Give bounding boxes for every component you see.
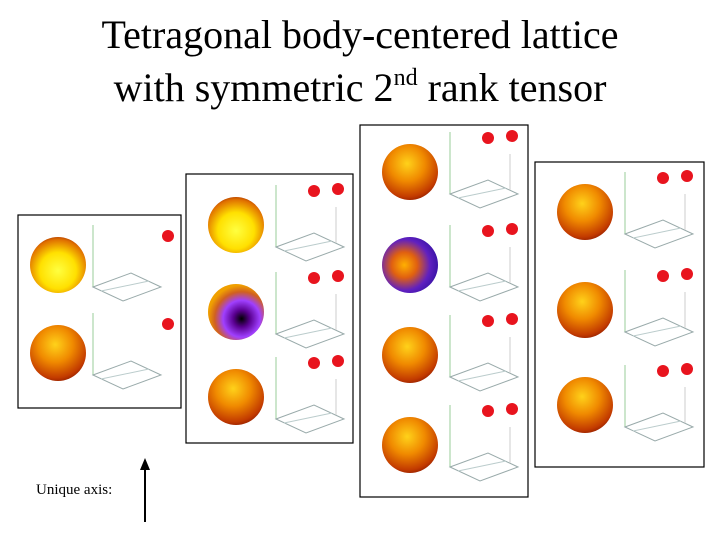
axis-line	[457, 187, 507, 199]
tensor-sphere	[30, 325, 86, 381]
tensor-sphere	[208, 369, 264, 425]
lattice-atom	[657, 270, 669, 282]
lattice-atom	[332, 270, 344, 282]
axis-line	[632, 325, 682, 337]
axis-line	[283, 327, 333, 339]
lattice-plane	[623, 219, 695, 249]
lattice-atom	[506, 403, 518, 415]
lattice-atom	[482, 225, 494, 237]
axis-line	[632, 227, 682, 239]
tensor-sphere	[382, 417, 438, 473]
lattice-atom	[482, 132, 494, 144]
lattice-plane	[448, 179, 520, 209]
title-part: rank tensor	[418, 65, 607, 110]
tensor-sphere	[557, 282, 613, 338]
lattice-atom	[308, 357, 320, 369]
lattice-atom	[681, 363, 693, 375]
title-line: Tetragonal body-centered lattice	[102, 12, 619, 57]
tensor-sphere	[208, 197, 264, 253]
lattice-atom	[657, 172, 669, 184]
lattice-plane	[623, 317, 695, 347]
panels	[17, 124, 705, 498]
axis-line	[457, 280, 507, 292]
lattice-plane	[274, 232, 346, 262]
tensor-sphere	[30, 237, 86, 293]
lattice-plane	[448, 272, 520, 302]
arrow-head	[140, 458, 150, 470]
superscript: nd	[394, 65, 418, 91]
lattice-plane	[448, 452, 520, 482]
lattice-atom	[332, 183, 344, 195]
lattice-atom	[482, 315, 494, 327]
title-line: with symmetric 2nd rank tensor	[114, 65, 607, 110]
lattice-atom	[506, 130, 518, 142]
lattice-atom	[162, 318, 174, 330]
lattice-plane	[274, 404, 346, 434]
axis-line	[283, 240, 333, 252]
axis-line	[457, 370, 507, 382]
lattice-plane	[274, 319, 346, 349]
lattice-plane	[448, 362, 520, 392]
lattice-atom	[681, 268, 693, 280]
axis-line	[457, 460, 507, 472]
title-part: with symmetric 2	[114, 65, 394, 110]
lattice-atom	[162, 230, 174, 242]
axis-line	[283, 412, 333, 424]
lattice-plane	[91, 272, 163, 302]
tensor-sphere	[208, 284, 264, 340]
tensor-sphere	[382, 144, 438, 200]
lattice-atom	[308, 185, 320, 197]
lattice-atom	[657, 365, 669, 377]
tensor-sphere	[382, 327, 438, 383]
axis-line	[100, 368, 150, 380]
lattice-atom	[332, 355, 344, 367]
axis-line	[632, 420, 682, 432]
axis-note: Unique axis:	[36, 482, 112, 498]
axis-line	[100, 280, 150, 292]
tensor-sphere	[382, 237, 438, 293]
lattice-atom	[506, 223, 518, 235]
lattice-atom	[681, 170, 693, 182]
tensor-sphere	[557, 184, 613, 240]
lattice-plane	[623, 412, 695, 442]
tensor-sphere	[557, 377, 613, 433]
lattice-atom	[506, 313, 518, 325]
lattice-plane	[91, 360, 163, 390]
lattice-atom	[482, 405, 494, 417]
lattice-atom	[308, 272, 320, 284]
